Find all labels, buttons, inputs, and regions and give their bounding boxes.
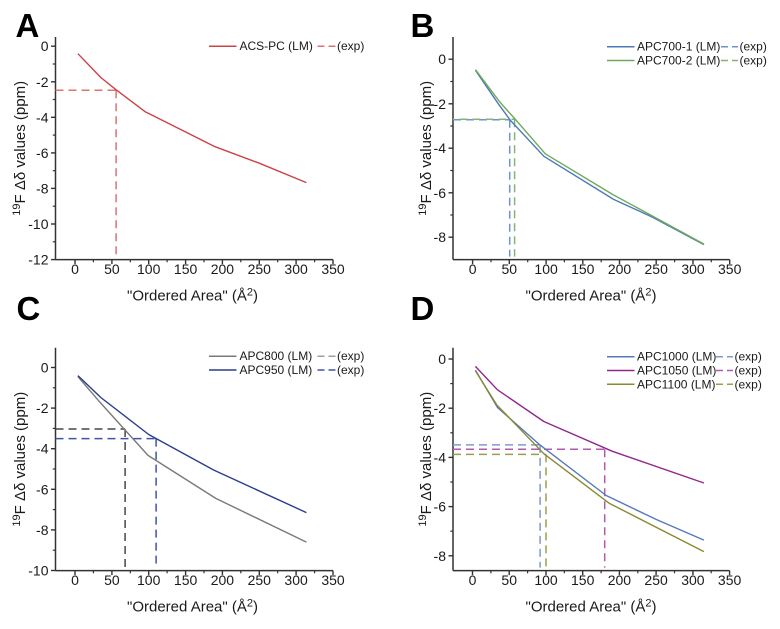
svg-text:200: 200: [211, 261, 235, 277]
svg-text:150: 150: [571, 572, 595, 588]
svg-text:APC1100 (LM): APC1100 (LM): [637, 377, 715, 391]
svg-text:0: 0: [71, 261, 79, 277]
svg-text:0: 0: [469, 572, 477, 588]
svg-text:0: 0: [438, 51, 446, 67]
svg-text:"Ordered Area" (Å2): "Ordered Area" (Å2): [526, 597, 657, 615]
svg-text:(exp): (exp): [735, 350, 762, 364]
svg-text:100: 100: [534, 572, 558, 588]
svg-text:D: D: [411, 290, 435, 327]
svg-text:(exp): (exp): [735, 364, 762, 378]
svg-text:(exp): (exp): [337, 363, 364, 377]
svg-text:200: 200: [211, 572, 235, 588]
svg-text:-8: -8: [36, 180, 49, 196]
svg-text:50: 50: [501, 572, 517, 588]
svg-text:-2: -2: [36, 400, 49, 416]
svg-text:APC950 (LM): APC950 (LM): [240, 363, 313, 377]
svg-text:-2: -2: [434, 96, 447, 112]
svg-text:200: 200: [608, 261, 632, 277]
svg-text:250: 250: [645, 261, 669, 277]
svg-text:-6: -6: [434, 185, 447, 201]
svg-text:-2: -2: [36, 74, 49, 90]
svg-text:APC1000 (LM): APC1000 (LM): [637, 350, 716, 364]
svg-text:APC800 (LM): APC800 (LM): [240, 349, 313, 363]
svg-text:-8: -8: [434, 229, 447, 245]
svg-text:300: 300: [284, 261, 308, 277]
svg-text:250: 250: [644, 572, 668, 588]
svg-text:0: 0: [71, 572, 79, 588]
svg-text:-6: -6: [36, 481, 49, 497]
svg-text:"Ordered Area" (Å2): "Ordered Area" (Å2): [127, 597, 258, 615]
svg-text:350: 350: [718, 261, 742, 277]
svg-text:19F Δδ values (ppm): 19F Δδ values (ppm): [417, 392, 435, 527]
svg-text:-6: -6: [36, 145, 49, 161]
svg-text:-4: -4: [434, 449, 447, 465]
svg-text:-8: -8: [36, 522, 49, 538]
svg-text:19F Δδ values (ppm): 19F Δδ values (ppm): [11, 81, 29, 216]
svg-text:350: 350: [718, 572, 742, 588]
svg-text:19F Δδ values (ppm): 19F Δδ values (ppm): [417, 81, 435, 216]
svg-text:APC700-1 (LM): APC700-1 (LM): [637, 40, 720, 54]
svg-text:-10: -10: [28, 563, 48, 579]
svg-text:ACS-PC (LM): ACS-PC (LM): [240, 39, 313, 53]
svg-text:150: 150: [174, 261, 198, 277]
svg-text:APC700-2 (LM): APC700-2 (LM): [637, 54, 720, 68]
svg-text:(exp): (exp): [337, 39, 364, 53]
svg-text:50: 50: [104, 572, 120, 588]
svg-text:-8: -8: [434, 548, 447, 564]
svg-text:200: 200: [608, 572, 632, 588]
svg-text:50: 50: [104, 261, 120, 277]
svg-text:350: 350: [321, 572, 345, 588]
svg-text:100: 100: [137, 261, 161, 277]
svg-text:-4: -4: [434, 140, 447, 156]
svg-text:B: B: [411, 7, 435, 44]
svg-text:-6: -6: [434, 499, 447, 515]
svg-text:"Ordered Area" (Å2): "Ordered Area" (Å2): [127, 286, 258, 304]
svg-text:-12: -12: [28, 252, 48, 268]
svg-text:0: 0: [41, 360, 49, 376]
svg-text:250: 250: [248, 261, 272, 277]
svg-text:(exp): (exp): [740, 40, 767, 54]
svg-text:150: 150: [174, 572, 198, 588]
svg-text:300: 300: [284, 572, 308, 588]
svg-text:50: 50: [502, 261, 518, 277]
svg-text:C: C: [17, 290, 41, 327]
svg-text:300: 300: [681, 572, 705, 588]
svg-text:100: 100: [534, 261, 558, 277]
svg-text:100: 100: [137, 572, 161, 588]
svg-text:-4: -4: [36, 109, 49, 125]
svg-text:-2: -2: [434, 400, 447, 416]
svg-text:(exp): (exp): [740, 54, 767, 68]
svg-text:150: 150: [571, 261, 595, 277]
svg-text:APC1050 (LM): APC1050 (LM): [637, 364, 716, 378]
svg-text:19F Δδ values (ppm): 19F Δδ values (ppm): [11, 392, 29, 527]
svg-text:0: 0: [41, 38, 49, 54]
svg-text:A: A: [16, 7, 40, 44]
svg-text:(exp): (exp): [735, 377, 762, 391]
svg-text:"Ordered Area" (Å2): "Ordered Area" (Å2): [526, 286, 657, 304]
svg-text:300: 300: [681, 261, 705, 277]
svg-text:0: 0: [438, 351, 446, 367]
svg-text:350: 350: [321, 261, 345, 277]
svg-text:-10: -10: [28, 216, 48, 232]
svg-text:-4: -4: [36, 441, 49, 457]
svg-text:(exp): (exp): [337, 349, 364, 363]
svg-text:250: 250: [248, 572, 272, 588]
svg-text:0: 0: [469, 261, 477, 277]
